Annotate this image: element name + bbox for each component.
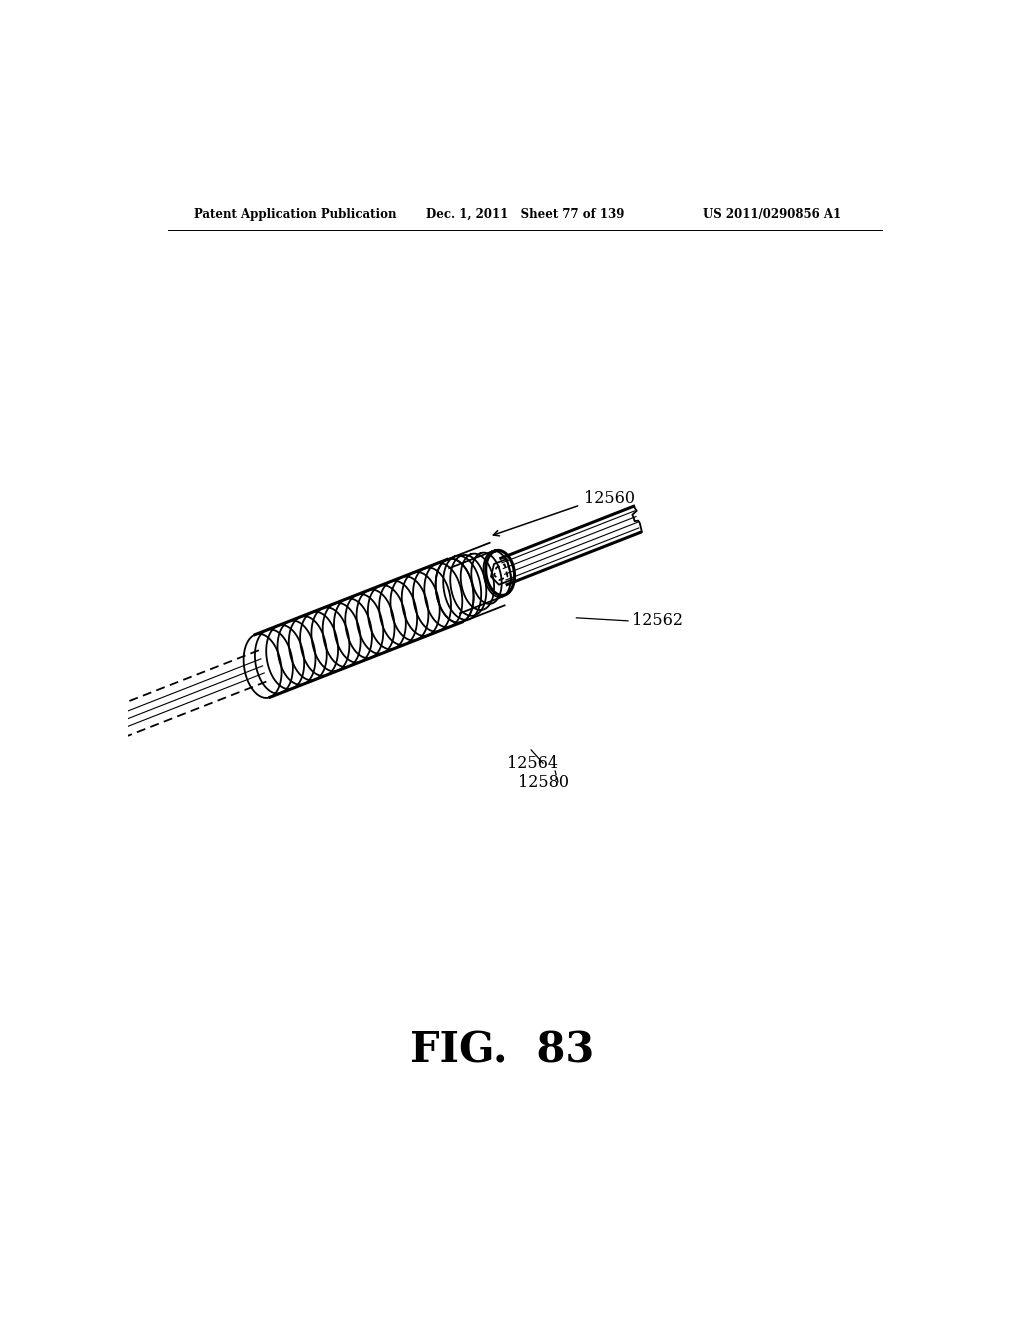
Text: 12564: 12564 bbox=[507, 755, 558, 772]
Text: 12562: 12562 bbox=[632, 612, 683, 630]
Text: Dec. 1, 2011   Sheet 77 of 139: Dec. 1, 2011 Sheet 77 of 139 bbox=[426, 207, 624, 220]
Text: 12580: 12580 bbox=[518, 774, 569, 791]
Text: 12560: 12560 bbox=[585, 491, 635, 507]
Text: FIG.  83: FIG. 83 bbox=[410, 1030, 594, 1072]
Text: US 2011/0290856 A1: US 2011/0290856 A1 bbox=[703, 207, 842, 220]
Text: Patent Application Publication: Patent Application Publication bbox=[194, 207, 396, 220]
